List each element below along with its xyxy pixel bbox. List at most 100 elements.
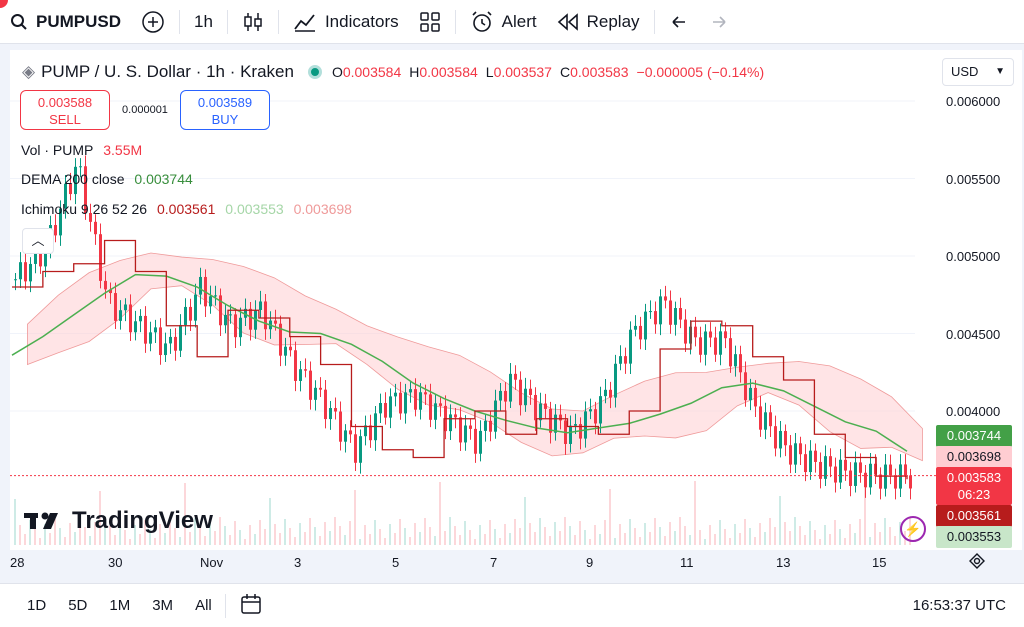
buy-button[interactable]: 0.003589 BUY — [180, 90, 270, 130]
candle-body — [809, 450, 812, 473]
candle-body — [609, 389, 612, 398]
volume-bar — [829, 534, 831, 545]
sell-button[interactable]: 0.003588 SELL — [20, 90, 110, 130]
volume-bar — [439, 482, 441, 545]
candle-body — [879, 474, 882, 489]
currency-select[interactable]: USD ▼ — [942, 58, 1014, 86]
candle-body — [769, 412, 772, 427]
candle-body — [34, 247, 37, 264]
alert-button[interactable]: Alert — [460, 0, 547, 44]
volume-bar — [219, 517, 221, 545]
volume-bar — [674, 531, 676, 545]
tradingview-logo[interactable]: TradingView — [24, 507, 213, 535]
time-axis-label: 9 — [586, 555, 594, 570]
dema-label: DEMA 200 close — [21, 171, 125, 187]
goto-date-button[interactable] — [240, 593, 264, 619]
ohlc-change: −0.000005 (−0.14%) — [636, 64, 765, 80]
candle-body — [274, 320, 277, 324]
market-status-icon[interactable] — [307, 65, 322, 79]
volume-bar — [54, 519, 56, 545]
volume-bar — [739, 533, 741, 545]
collapse-legend-button[interactable]: ︿ — [22, 228, 54, 254]
candle-body — [694, 326, 697, 338]
candle-body — [414, 389, 417, 410]
volume-bar — [364, 525, 366, 545]
chart-pane[interactable]: ◈ PUMP / U. S. Dollar · 1h · Kraken O0.0… — [10, 50, 1022, 550]
volume-bar — [644, 523, 646, 545]
range-1d-button[interactable]: 1D — [27, 597, 47, 614]
candle-body — [264, 301, 267, 330]
volume-indicator-legend[interactable]: Vol · PUMP 3.55M — [21, 142, 148, 158]
volume-bar — [889, 527, 891, 545]
volume-bar — [679, 517, 681, 545]
price-axis-label: 0.005000 — [946, 249, 1001, 264]
candle-body — [684, 319, 687, 344]
volume-bar — [74, 532, 76, 545]
notification-dot — [0, 0, 8, 8]
buy-label: BUY — [211, 112, 239, 127]
rewind-icon — [557, 12, 578, 31]
volume-bar — [169, 519, 171, 545]
volume-bar — [864, 488, 866, 545]
top-toolbar: PUMPUSD 1h Indicators Alert Replay — [0, 0, 1024, 44]
volume-bar — [129, 539, 131, 545]
candle-body — [124, 304, 127, 311]
volume-bar — [744, 519, 746, 545]
volume-bar — [179, 537, 181, 545]
volume-bar — [559, 531, 561, 545]
candle-body — [909, 475, 912, 489]
replay-button[interactable]: Replay — [547, 0, 650, 44]
time-axis-label: 13 — [776, 555, 791, 570]
candle-body — [129, 304, 132, 333]
interval-label: 1h — [194, 11, 213, 31]
volume-bar — [589, 539, 591, 545]
volume-bar — [784, 522, 786, 545]
candle-body — [794, 443, 797, 465]
compare-button[interactable] — [131, 0, 175, 44]
redo-button[interactable] — [699, 0, 739, 44]
chart-type-button[interactable] — [232, 0, 274, 44]
volume-bar — [424, 518, 426, 545]
volume-bar — [449, 517, 451, 545]
candle-body — [824, 456, 827, 479]
candle-body — [144, 315, 147, 344]
candle-body — [329, 408, 332, 420]
dema-indicator-legend[interactable]: DEMA 200 close 0.003744 — [21, 171, 199, 187]
time-axis-label: 5 — [392, 555, 400, 570]
range-5d-button[interactable]: 5D — [68, 597, 88, 614]
candle-body — [219, 295, 222, 326]
volume-bar — [409, 537, 411, 545]
chevron-down-icon: ▼ — [995, 66, 1005, 77]
volume-bar — [554, 522, 556, 545]
toolbar-divider — [226, 9, 228, 34]
axis-settings-icon[interactable] — [968, 552, 986, 573]
volume-bar — [859, 519, 861, 545]
volume-bar — [714, 534, 716, 545]
calendar-icon — [240, 593, 261, 614]
price-chart[interactable] — [10, 50, 1022, 550]
ichimoku-indicator-legend[interactable]: Ichimoku 9 26 52 26 0.003561 0.003553 0.… — [21, 201, 358, 217]
symbol-search-button[interactable]: PUMPUSD — [0, 0, 131, 44]
candle-body — [604, 389, 607, 397]
candle-body — [729, 338, 732, 367]
candle-body — [774, 426, 777, 449]
range-1m-button[interactable]: 1M — [109, 597, 131, 614]
ichimoku-value-2: 0.003553 — [225, 201, 284, 217]
volume-bar — [484, 534, 486, 545]
volume-bar — [204, 536, 206, 545]
candle-body — [289, 346, 292, 351]
volume-bar — [594, 525, 596, 545]
range-3m-button[interactable]: 3M — [152, 597, 174, 614]
volume-bar — [34, 529, 36, 545]
lightning-icon[interactable]: ⚡ — [900, 516, 926, 542]
candle-body — [299, 369, 302, 381]
undo-button[interactable] — [659, 0, 699, 44]
range-all-button[interactable]: All — [195, 597, 212, 614]
interval-button[interactable]: 1h — [184, 0, 223, 44]
candle-body — [829, 456, 832, 467]
indicators-button[interactable]: Indicators — [283, 0, 409, 44]
utc-clock[interactable]: 16:53:37 UTC — [912, 597, 1006, 614]
layouts-button[interactable] — [409, 0, 451, 44]
candle-body — [344, 430, 347, 442]
volume-bar — [849, 524, 851, 545]
